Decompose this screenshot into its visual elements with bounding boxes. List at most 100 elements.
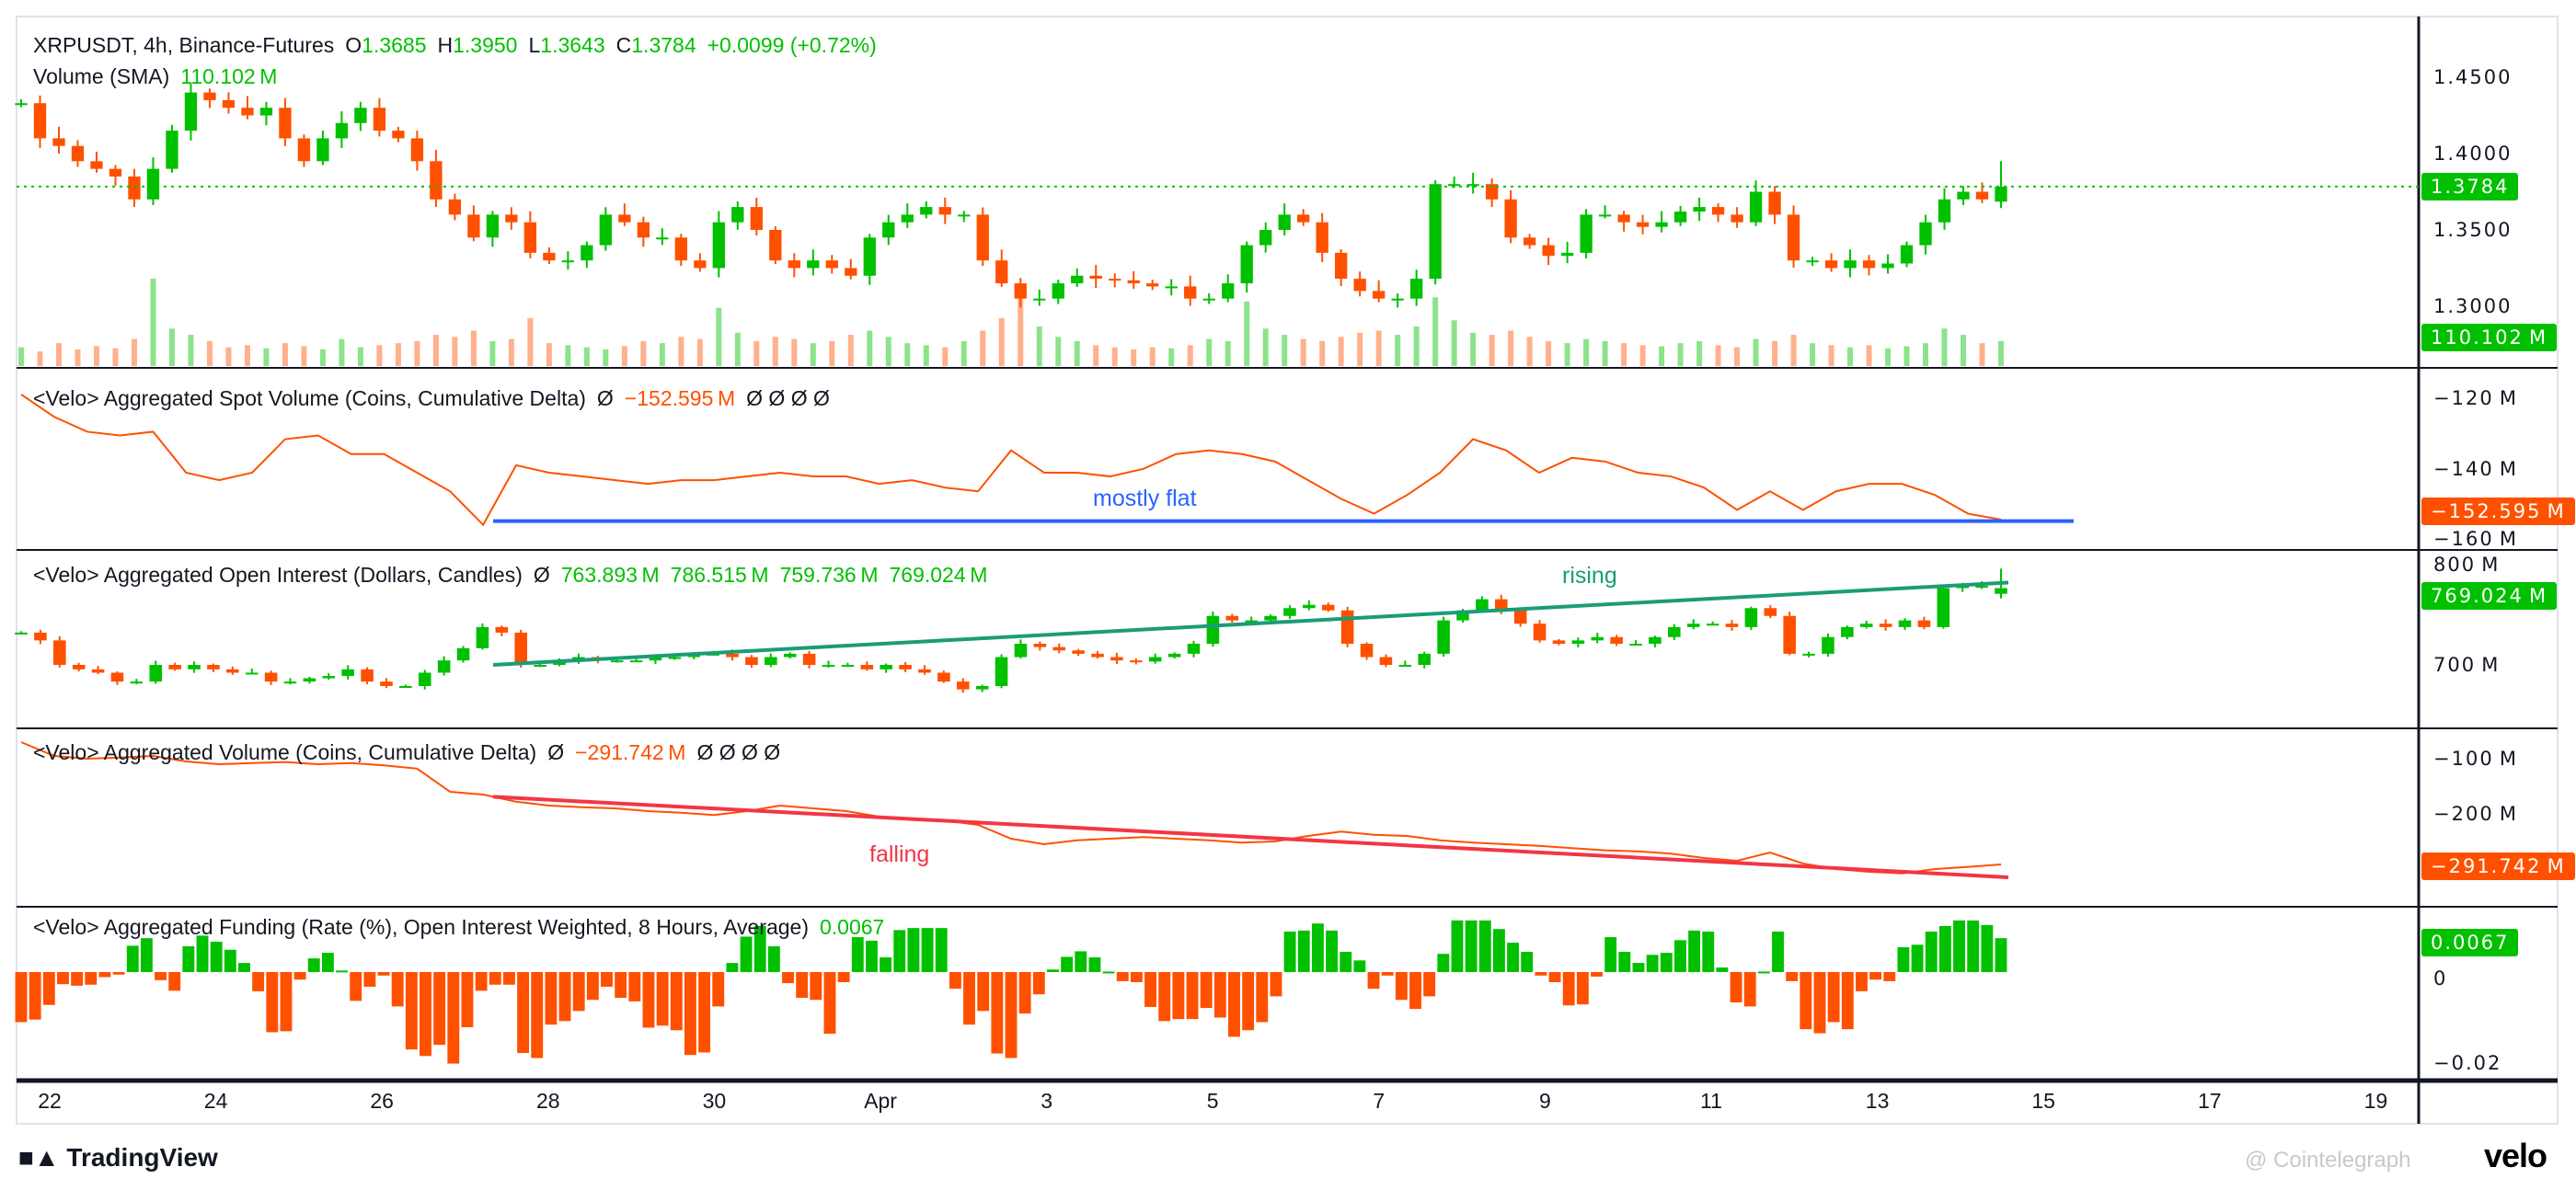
price-candle [1071,275,1084,284]
oi-candle [1360,644,1374,658]
oi-title[interactable]: <Velo> Aggregated Open Interest (Dollars… [33,563,523,587]
oi-candle [1706,624,1719,626]
funding-bar [866,940,878,972]
funding-bar [753,925,766,972]
oi-candle [437,660,451,673]
spot-tag: −152.595 M [2421,498,2575,525]
volume-label[interactable]: Volume (SMA) [33,64,170,88]
annotation-mostly-flat[interactable]: mostly flat [1093,486,1197,511]
oi-candle [264,672,278,682]
funding-bar [1395,972,1408,1001]
funding-bar [307,958,320,972]
volume-bar [583,347,590,366]
funding-bar [1925,932,1938,972]
date-tick: 26 [370,1089,394,1113]
funding-bar [1018,972,1031,1014]
funding-bar [1423,972,1436,997]
oi-candle [495,626,509,633]
oi-high: 786.515 M [670,563,769,587]
oi-candle [610,660,624,663]
price-candle [543,252,556,261]
funding-bar [475,972,488,991]
volume-bar [18,347,24,366]
volume-bar [621,346,627,366]
trendline-rising [492,580,2009,667]
funding-bar [1032,972,1045,995]
funding-bar [698,972,711,1053]
funding-bar [1130,972,1143,982]
volume-bar [1696,340,1703,366]
funding-bar [1521,952,1534,972]
spot-title[interactable]: <Velo> Aggregated Spot Volume (Coins, Cu… [33,386,586,410]
price-candle [15,103,28,106]
funding-tag: 0.0067 [2421,929,2519,956]
symbol-title[interactable]: XRPUSDT, 4h, Binance-Futures [33,33,335,57]
funding-legend: <Velo> Aggregated Funding (Rate (%), Ope… [33,915,895,940]
volume-bar [55,343,62,366]
high-value: 1.3950 [453,33,518,57]
oi-candle [745,657,758,665]
volume-bar [1470,332,1477,366]
oi-candle [1052,646,1066,651]
oi-legend: <Velo> Aggregated Open Interest (Dollars… [33,563,998,588]
volume-bar [1055,337,1062,366]
price-candle [1749,191,1763,223]
volume-bar [1979,343,1985,366]
funding-bar [15,972,28,1023]
oi-candle [1649,636,1662,645]
annotation-falling[interactable]: falling [869,841,930,867]
funding-bar [1367,972,1380,990]
volume-bar [319,349,326,366]
price-candle [1523,237,1536,246]
volume-bar [734,332,741,366]
volume-bar [1526,337,1533,366]
volume-bar [225,347,232,366]
oi-candle [1513,610,1527,624]
price-candle [1504,199,1517,238]
volume-bar [1828,345,1834,366]
funding-bar [1492,929,1505,972]
oi-candle [1975,586,1988,589]
annotation-rising[interactable]: rising [1562,563,1617,589]
tradingview-text: TradingView [66,1143,218,1172]
date-tick: 13 [1865,1089,1890,1113]
price-candle [1409,279,1423,299]
funding-bar [140,938,153,972]
funding-bar [224,949,236,972]
volume-bar [810,343,816,366]
price-candle [1731,214,1743,223]
funding-bar [1465,920,1478,972]
volume-bar [1413,326,1420,366]
funding-bar [642,972,655,1028]
oi-candle [918,669,931,673]
price-candle [1957,191,1970,200]
volume-bar [1639,345,1646,366]
vol-title[interactable]: <Velo> Aggregated Volume (Coins, Cumulat… [33,740,537,764]
volume-bar [1621,343,1627,366]
volume-value: 110.102 M [180,64,278,88]
funding-bar [293,972,306,980]
price-candle [1673,212,1687,223]
tradingview-logo[interactable]: ■▲ TradingView [18,1143,218,1173]
funding-bar [42,972,55,1005]
funding-bar [433,972,446,1046]
volume-bar [1225,340,1231,366]
price-candle [1127,280,1140,284]
funding-title[interactable]: <Velo> Aggregated Funding (Rate (%), Ope… [33,915,809,939]
volume-bar [282,343,288,366]
volume-bar [1319,340,1326,366]
volume-bar [1093,345,1099,366]
price-candle [1259,230,1272,246]
price-candle [807,260,820,269]
oi-candle [995,657,1008,686]
spot-na-rest: Ø Ø Ø Ø [746,386,830,410]
volume-bar [1262,328,1269,366]
spot-na: Ø [596,386,614,410]
funding-bar [1897,947,1910,972]
funding-bar [1507,943,1520,972]
funding-bar [977,972,990,1012]
funding-bar [1688,930,1701,972]
price-candle [335,122,349,139]
price-candle [486,214,500,238]
